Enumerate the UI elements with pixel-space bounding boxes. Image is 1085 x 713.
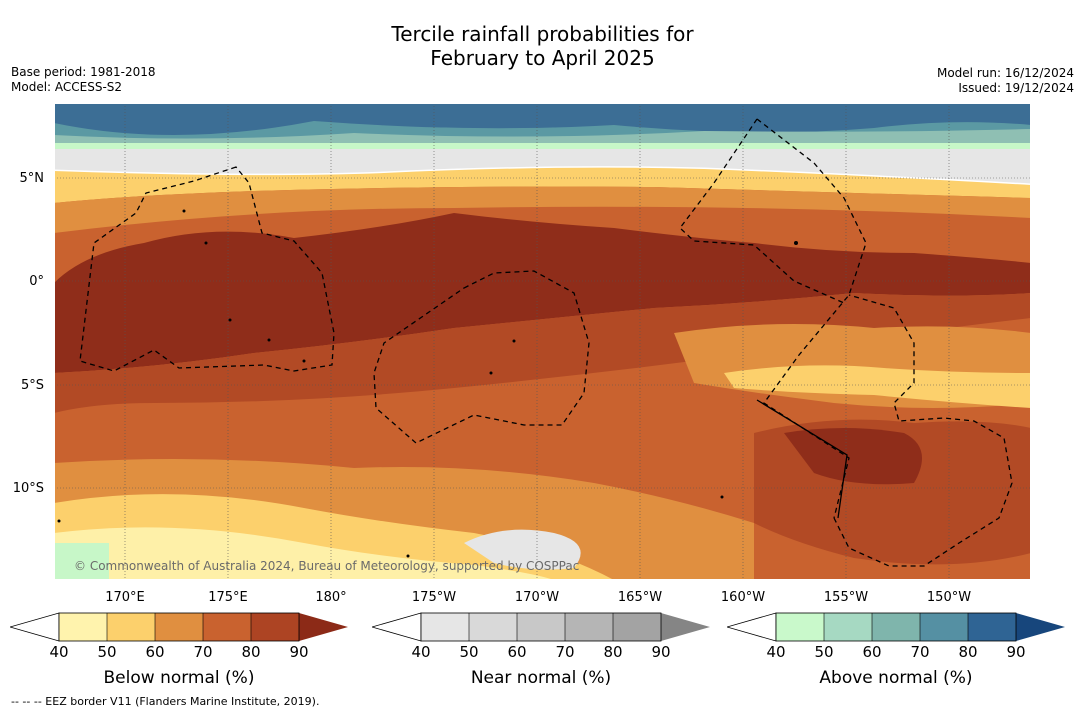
lon-label-175e: 175°E <box>208 590 248 605</box>
above-swatch-3 <box>920 613 968 641</box>
below-tick: 90 <box>289 643 309 661</box>
field-yellow-mid <box>724 365 1031 408</box>
field-teal-60 <box>54 129 1031 145</box>
above-normal-colorbar <box>727 612 1065 642</box>
below-tick: 80 <box>241 643 261 661</box>
above-swatch-4 <box>968 613 1016 641</box>
near-swatch-4 <box>613 613 661 641</box>
below-swatch-5 <box>299 613 348 641</box>
lon-label-150w: 150°W <box>926 590 972 605</box>
below-normal-title: Below normal (%) <box>103 668 255 688</box>
lat-label-10s: 10°S <box>12 481 44 496</box>
lon-label-175w: 175°W <box>411 590 457 605</box>
above-tick: 60 <box>862 643 882 661</box>
attribution-text: © Commonwealth of Australia 2024, Bureau… <box>74 559 579 573</box>
lon-label-160w: 160°W <box>720 590 766 605</box>
graticule <box>54 103 1031 580</box>
below-swatch-1 <box>107 613 155 641</box>
near-tick: 90 <box>651 643 671 661</box>
above-swatch-5 <box>1016 613 1065 641</box>
above-normal-title: Above normal (%) <box>819 668 973 688</box>
field-brown-90-se <box>784 428 922 485</box>
field-green-corner <box>54 543 109 580</box>
lon-label-170w: 170°W <box>514 590 560 605</box>
near-tick: 50 <box>459 643 479 661</box>
above-swatch-2 <box>872 613 920 641</box>
below-tick: 50 <box>97 643 117 661</box>
eez-line-south <box>833 294 1013 567</box>
near-tick: 70 <box>555 643 575 661</box>
meta-left: Base period: 1981-2018 Model: ACCESS-S2 <box>11 65 156 95</box>
below-swatch-2 <box>155 613 203 641</box>
above-tick: 40 <box>766 643 786 661</box>
model-run: Model run: 16/12/2024 <box>936 66 1074 80</box>
eez-solid-segment <box>756 399 848 519</box>
below-swatch-4 <box>251 613 299 641</box>
above-tick: 50 <box>814 643 834 661</box>
above-swatch-1 <box>824 613 872 641</box>
below-tick: 70 <box>193 643 213 661</box>
lon-label-165w: 165°W <box>617 590 663 605</box>
field-brown-80-a <box>54 293 1031 413</box>
title-line-1: Tercile rainfall probabilities for <box>391 22 694 46</box>
near-swatch-3 <box>565 613 613 641</box>
below-swatch-0 <box>59 613 107 641</box>
lat-label-5n: 5°N <box>19 171 45 186</box>
above-tick: 90 <box>1006 643 1026 661</box>
near-tick: 60 <box>507 643 527 661</box>
below-tick: 60 <box>145 643 165 661</box>
above-tick: 70 <box>910 643 930 661</box>
model-name: Model: ACCESS-S2 <box>11 80 123 94</box>
below-tick: 40 <box>49 643 69 661</box>
rainfall-probability-map: © Commonwealth of Australia 2024, Bureau… <box>54 103 1031 580</box>
meta-right: Model run: 16/12/2024 Issued: 19/12/2024 <box>937 66 1074 96</box>
lat-label-0: 0° <box>29 274 44 289</box>
near-swatch-2 <box>517 613 565 641</box>
field-pale-yellow-sw <box>54 527 554 580</box>
near-normal-colorbar <box>372 612 710 642</box>
near-tick: 40 <box>411 643 431 661</box>
lon-label-180: 180° <box>315 590 347 605</box>
lon-label-155w: 155°W <box>823 590 869 605</box>
above-tick: 80 <box>958 643 978 661</box>
lat-label-5s: 5°S <box>20 378 44 393</box>
eez-kiribati-phoenix <box>373 270 590 444</box>
near-swatch-5 <box>661 613 710 641</box>
field-orange-60-n <box>54 186 1031 233</box>
near-tick: 80 <box>603 643 623 661</box>
below-normal-colorbar <box>10 612 348 642</box>
field-yellow-band <box>54 167 1031 203</box>
near-swatch-1 <box>469 613 517 641</box>
lon-label-170e: 170°E <box>105 590 145 605</box>
base-period: Base period: 1981-2018 <box>11 65 156 79</box>
field-brown-90-core <box>54 213 1031 373</box>
eez-legend-note: -- -- -- EEZ border V11 (Flanders Marine… <box>11 695 320 708</box>
near-normal-title: Near normal (%) <box>470 668 612 688</box>
map-title: Tercile rainfall probabilities for Febru… <box>0 22 1085 70</box>
field-grey-sw <box>464 529 581 570</box>
field-green-50 <box>54 143 1031 149</box>
below-swatch-3 <box>203 613 251 641</box>
eez-kiribati-gilberts <box>79 166 335 372</box>
near-swatch-0 <box>421 613 469 641</box>
title-line-2: February to April 2025 <box>430 46 655 70</box>
islands <box>57 209 798 558</box>
above-swatch-0 <box>776 613 824 641</box>
issued-date: Issued: 19/12/2024 <box>958 81 1074 95</box>
